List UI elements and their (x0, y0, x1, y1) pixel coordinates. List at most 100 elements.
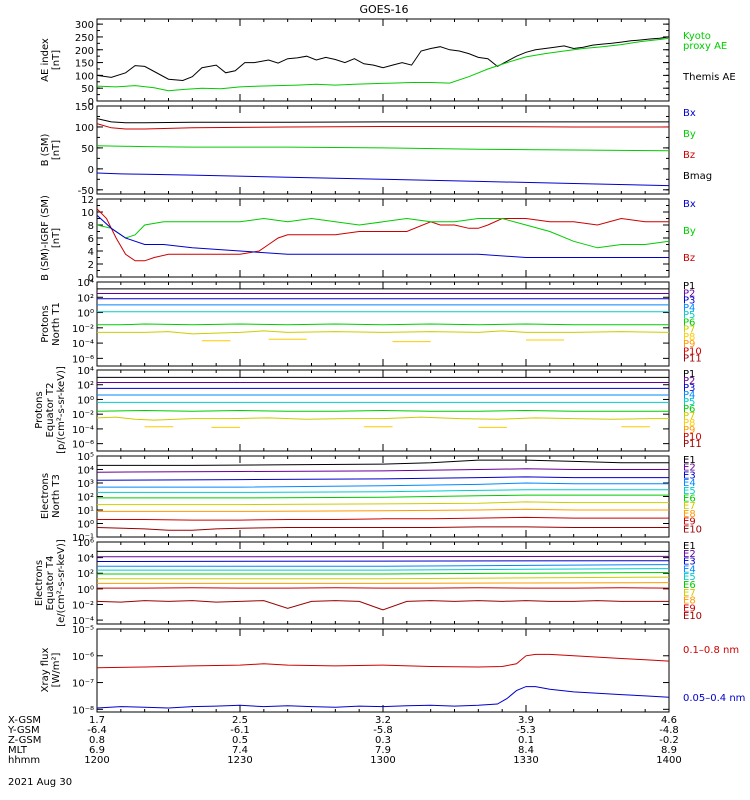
ephemeris-value: 1.7 (89, 715, 105, 726)
ephemeris-value: 3.2 (375, 715, 391, 726)
panel-eet4: 10⁶ 10⁴ 10² 10⁰ 10⁻² 10⁻⁴ Electrons Equator T4[… (34, 538, 702, 627)
date-label: 2021 Aug 30 (8, 777, 72, 788)
series-line-E5 (97, 568, 670, 571)
y-axis-label: AE index (40, 38, 51, 82)
series-line-E6 (97, 572, 670, 575)
y-tick-label: 10⁴ (77, 366, 94, 377)
legend-item: P10 (683, 432, 702, 443)
y-tick-label: 200 (75, 46, 94, 57)
y-tick-label: 2 (88, 260, 94, 271)
y-tick-label: 10⁰ (77, 520, 94, 531)
ephemeris-value: 1400 (656, 755, 681, 766)
legend-item: P6 (683, 404, 695, 415)
ephemeris-value: 4.6 (661, 715, 677, 726)
y-axis-label: [nT] (51, 228, 62, 248)
legend-item: E6 (683, 494, 696, 505)
legend-item: P8 (683, 332, 695, 343)
y-tick-label: 10⁻⁴ (72, 616, 94, 627)
y-tick-label: 10⁰ (77, 395, 94, 406)
ephemeris-value: -4.8 (659, 725, 679, 736)
series-line-E10 (96, 600, 669, 611)
y-tick-label: 10⁰ (77, 585, 94, 596)
legend-item: 0.1–0.8 nm (683, 645, 739, 656)
panel-frame (96, 281, 670, 367)
panel-frame (96, 18, 670, 102)
legend-item: By (683, 226, 696, 237)
y-tick-label: 10⁻⁶ (72, 354, 94, 365)
figure-title: GOES-16 (359, 3, 408, 16)
ephemeris-value: 0.5 (232, 735, 248, 746)
y-tick-label: 10³ (77, 479, 94, 490)
y-tick-label: 12 (81, 195, 94, 206)
legend-item: E1 (683, 455, 696, 466)
y-tick-label: 300 (75, 20, 94, 31)
legend-item: P1 (683, 369, 695, 380)
legend-item: Bx (683, 199, 696, 210)
legend-item: E1 (683, 541, 696, 552)
legend-item: E5 (683, 572, 696, 583)
legend-item: P2 (683, 288, 695, 299)
legend-item: By (683, 129, 696, 140)
y-tick-label: 10⁻¹ (72, 533, 94, 544)
legend-item: E4 (683, 478, 696, 489)
y-tick-label: 10⁻² (72, 410, 94, 421)
ephemeris-row-label: Z-GSM (8, 735, 41, 746)
legend-item: E6 (683, 580, 696, 591)
series-line-E9 (97, 516, 669, 521)
ephemeris-value: 3.9 (518, 715, 534, 726)
legend-item: P4 (683, 303, 695, 314)
legend-item: Bmag (683, 171, 712, 182)
legend-item: E8 (683, 509, 696, 520)
y-axis-label: Equator T4 (45, 556, 56, 611)
ephemeris-value: -5.8 (373, 725, 393, 736)
legend-item: E7 (683, 588, 696, 599)
series-line-Themis-AE (96, 36, 670, 82)
ephemeris-value: 1300 (370, 755, 395, 766)
series-line-E4 (97, 482, 669, 488)
legend-item: E9 (683, 517, 696, 528)
y-axis-label: Electrons (34, 560, 45, 606)
series-line-Bx (96, 214, 669, 258)
y-tick-label: 10⁴ (77, 466, 94, 477)
ephemeris-value: 7.4 (232, 745, 248, 756)
y-axis-label: [e/(cm²-s-sr-keV)] (56, 539, 67, 627)
y-tick-label: 10² (77, 493, 94, 504)
y-tick-label: 10⁻⁶ (72, 652, 94, 663)
ephemeris-value: 0.8 (89, 735, 105, 746)
y-tick-label: 10⁴ (77, 554, 94, 565)
legend-item: P2 (683, 376, 695, 387)
ephemeris-value: 8.4 (518, 745, 534, 756)
legend-item: P8 (683, 418, 695, 429)
series-line-P7 (97, 330, 670, 335)
panel-bsm: -50 0 50 100 150 B (SM) [nT] Bx By Bz Bmag (40, 102, 712, 197)
y-tick-label: 0 (88, 165, 94, 176)
series-line-P6 (97, 323, 669, 326)
legend-item: 0.05–0.4 nm (683, 693, 745, 704)
y-axis-label: Protons (34, 391, 45, 428)
ephemeris-row-label: hhmm (8, 755, 40, 766)
y-tick-label: 10 (81, 208, 94, 219)
legend-item: proxy AE (683, 41, 727, 52)
y-tick-label: 6 (88, 234, 94, 245)
y-axis-label: [nT] (51, 50, 62, 70)
panel-pet2: 10⁴ 10² 10⁰ 10⁻² 10⁻⁴ 10⁻⁶ Protons Equator T2 [p… (34, 366, 702, 454)
y-tick-label: 10⁻⁴ (72, 425, 94, 436)
legend-item: E3 (683, 470, 696, 481)
y-axis-label: Electrons (40, 473, 51, 519)
panel-pnt1: 10⁴ 10² 10⁰ 10⁻² 10⁻⁴ 10⁻⁶ Protons North T1 P1P2… (40, 278, 702, 367)
legend-item: E2 (683, 549, 696, 560)
series-line-E6 (97, 494, 669, 499)
ephemeris-row-label: MLT (8, 745, 28, 756)
legend-item: E8 (683, 596, 696, 607)
y-axis-label: [W/m²] (51, 652, 62, 687)
legend-item: P3 (683, 296, 695, 307)
y-tick-label: 10⁴ (77, 278, 94, 289)
y-axis-label: North T3 (51, 474, 62, 518)
ephemeris-value: -5.3 (516, 725, 536, 736)
series-line-E2 (96, 468, 669, 473)
y-tick-label: 10² (77, 381, 94, 392)
ephemeris-row-label: Y-GSM (7, 725, 40, 736)
